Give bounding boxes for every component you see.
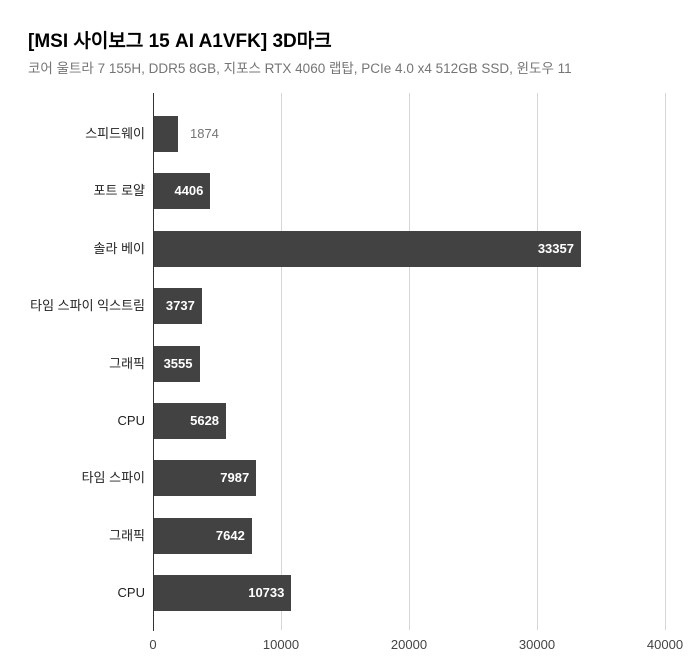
plot-area: 0 10000 20000 30000 40000 스피드웨이 1874 포트 로얄 4406 솔… [30, 93, 683, 652]
category-label: 스피드웨이 [85, 126, 145, 141]
category-label: 포트 로얄 [93, 183, 145, 199]
category-label: 그래픽 [109, 355, 145, 371]
value-label-inside: 7987 [220, 470, 250, 486]
bar: 10733 [154, 575, 292, 612]
category-label: 솔라 베이 [93, 240, 145, 256]
bar: 7987 [154, 460, 257, 497]
value-label-inside: 7642 [215, 527, 245, 543]
value-label-inside: 3737 [165, 298, 195, 314]
gridline-30000 [537, 93, 538, 630]
value-label-inside: 4406 [174, 183, 204, 199]
x-tick-label: 10000 [262, 637, 300, 652]
gridline-40000 [665, 93, 666, 630]
value-label-inside: 33357 [537, 240, 574, 256]
y-axis-line [153, 93, 154, 631]
gridline-20000 [409, 93, 410, 630]
bar [154, 116, 178, 152]
gridline-10000 [281, 93, 282, 630]
category-label: CPU [117, 585, 145, 601]
x-tick-label: 40000 [646, 637, 684, 652]
bar: 7642 [154, 517, 252, 554]
chart-subtitle: 코어 울트라 7 155H, DDR5 8GB, 지포스 RTX 4060 랩탑… [28, 61, 572, 76]
bar: 4406 [154, 173, 211, 210]
bar: 3555 [154, 345, 200, 382]
bar: 3737 [154, 288, 202, 325]
category-label: 타임 스파이 [81, 470, 145, 486]
category-label: CPU [117, 413, 145, 428]
x-tick-label: 20000 [390, 637, 428, 652]
bar: 33357 [154, 230, 581, 267]
value-label-inside: 5628 [190, 413, 220, 428]
bar: 5628 [154, 403, 227, 439]
value-label-inside: 10733 [248, 585, 285, 601]
category-label: 타임 스파이 익스트림 [30, 298, 145, 314]
x-tick-label: 30000 [518, 637, 556, 652]
value-label-inside: 3555 [163, 355, 193, 371]
category-label: 그래픽 [109, 527, 145, 543]
x-tick-label: 0 [149, 637, 157, 652]
chart-title: [MSI 사이보그 15 AI A1VFK] 3D마크 [28, 31, 332, 52]
value-label-outside: 1874 [189, 126, 219, 141]
